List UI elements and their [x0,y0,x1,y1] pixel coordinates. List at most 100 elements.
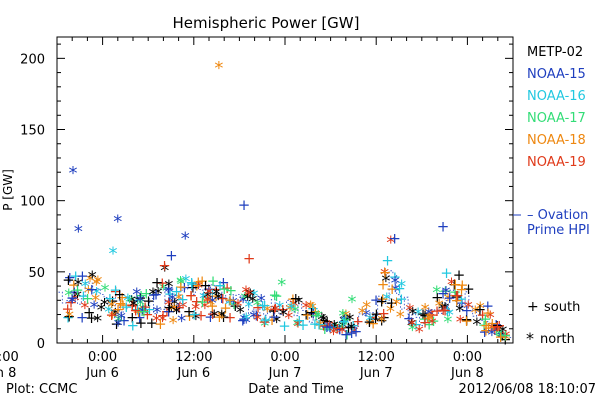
data-point: + [154,315,167,333]
data-point: + [66,289,79,307]
data-point: * [64,286,73,307]
data-point: + [252,299,265,317]
data-point: * [438,299,447,320]
data-point: * [176,273,185,294]
data-point: + [206,305,219,323]
data-point: * [107,297,116,318]
data-point: + [297,316,310,334]
data-point: + [237,312,250,330]
data-point: + [462,280,475,298]
data-point: * [340,311,349,332]
data-point: + [486,315,499,333]
data-point: + [490,319,503,337]
data-point: * [408,316,417,337]
data-point: * [114,312,123,333]
data-point: * [206,295,215,316]
legend-entry: NOAA-16 [527,89,586,104]
data-point: + [62,271,75,289]
data-point: * [101,280,110,301]
data-point: * [164,282,173,303]
data-point: * [293,316,302,337]
data-point: + [278,317,291,335]
data-point: + [210,287,223,305]
data-point: * [456,312,465,333]
data-point: + [112,300,125,318]
data-point: * [253,295,262,316]
data-point: * [444,290,453,311]
data-point: + [319,317,332,335]
data-point: * [345,310,354,331]
data-point: * [382,289,391,310]
data-point: + [455,290,468,308]
data-point: * [68,293,77,314]
data-point: + [478,323,491,341]
data-point: + [290,290,303,308]
data-point: + [106,292,119,310]
data-point: + [218,280,231,298]
data-point: + [83,303,96,321]
ovation-hpi-line [58,270,512,340]
data-point: + [163,299,176,317]
data-point: + [206,297,219,315]
data-point: + [147,286,160,304]
data-point: + [334,320,347,338]
data-point: * [158,311,167,332]
data-point: * [289,296,298,317]
data-point: * [93,273,102,294]
data-point: * [242,283,251,304]
data-point: * [471,303,480,324]
data-point: + [195,307,208,325]
data-point: + [437,301,450,319]
data-point: * [169,313,178,334]
data-point: + [158,256,171,274]
data-point: * [341,314,350,335]
data-point: * [92,274,101,295]
data-point: + [173,299,186,317]
data-point: * [129,296,138,317]
data-point: * [447,274,456,295]
data-point: + [340,326,353,344]
data-point: * [109,244,118,265]
data-point: * [302,298,311,319]
data-point: + [417,305,430,323]
data-point: * [214,289,223,310]
data-point: + [345,324,358,342]
data-point: * [257,291,266,312]
y-axis: 0 50 100 150 200 [20,43,513,352]
data-point: + [183,302,196,320]
data-point: + [319,320,332,338]
data-point: * [415,322,424,343]
data-point: * [136,292,145,313]
data-point: + [176,290,189,308]
data-point: + [113,285,126,303]
data-point: * [381,271,390,292]
data-point: + [310,307,323,325]
data-point: + [419,314,432,332]
data-point: * [330,317,339,338]
data-point: + [161,302,174,320]
data-point: + [375,293,388,311]
data-point: * [498,322,507,343]
data-point-notable: + [238,196,251,214]
data-point: + [134,289,147,307]
data-point: * [160,260,169,281]
data-point: * [331,319,340,340]
data-point: + [451,287,464,305]
data-point: * [495,326,504,347]
chart-title: Hemispheric Power [GW] [173,14,360,32]
data-point: + [77,287,90,305]
data-point: * [306,298,315,319]
data-point: + [157,307,170,325]
data-point: * [441,299,450,320]
data-point: * [397,277,406,298]
data-point: + [131,300,144,318]
data-point: * [74,222,83,243]
data-point: + [389,268,402,286]
data-point: + [104,290,117,308]
data-point: * [501,327,510,348]
data-point: + [199,277,212,295]
data-point: + [172,298,185,316]
data-point: * [339,313,348,334]
data-point: + [449,276,462,294]
data-point: + [238,310,251,328]
